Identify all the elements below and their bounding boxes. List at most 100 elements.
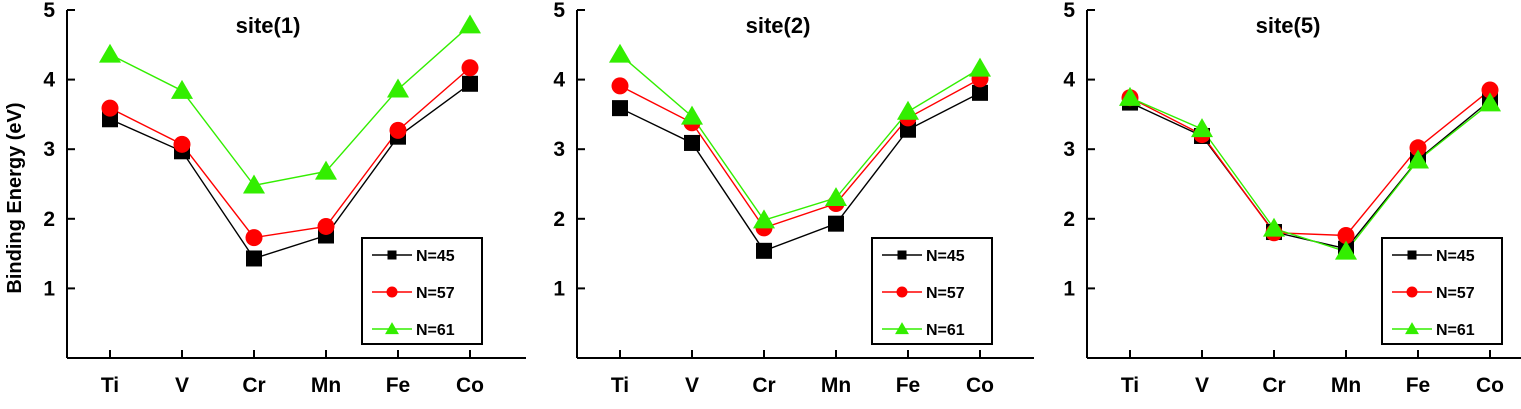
legend: N=45 N=57 N=61 <box>871 237 993 345</box>
legend-marker <box>895 322 909 335</box>
chart-panel-1: 1 2 3 4 5 Ti V Cr Mn Fe Co site(1) Binding Energy (e… <box>4 0 526 397</box>
data-point-n=45-co <box>972 84 988 101</box>
legend-label: N=57 <box>1436 285 1475 302</box>
legend-marker <box>896 286 908 298</box>
y-tick-label: 3 <box>553 138 565 161</box>
data-point-n=45-cr <box>756 242 772 259</box>
legend-label: N=61 <box>416 322 455 339</box>
data-point-n=61-ti <box>1118 86 1142 106</box>
series-line-n=57 <box>109 67 471 239</box>
data-point-n=45-mn <box>828 215 844 232</box>
data-point-n=61-v <box>1190 118 1214 138</box>
y-tick-label: 2 <box>553 208 565 231</box>
y-tick-label: 3 <box>43 138 55 161</box>
x-tick-label-co: Co <box>456 374 484 397</box>
data-point-n=57-co <box>461 59 479 77</box>
legend-label: N=45 <box>1436 248 1475 265</box>
y-tick-label: 3 <box>1063 138 1075 161</box>
series-line-n=57 <box>619 78 981 229</box>
legend-marker <box>897 250 907 260</box>
data-point-n=61-fe <box>896 100 920 120</box>
data-point-n=57-fe <box>389 121 407 139</box>
x-tick-label-co: Co <box>966 374 994 397</box>
series-line-n=61 <box>619 54 981 222</box>
legend-label: N=57 <box>416 285 455 302</box>
legend-marker <box>1406 286 1418 298</box>
data-point-n=61-fe <box>1406 149 1430 169</box>
data-point-n=45-co <box>462 75 478 92</box>
y-tick-label: 1 <box>1063 277 1075 300</box>
legend-marker <box>1405 322 1419 335</box>
y-tick-label: 4 <box>1063 69 1075 92</box>
data-point-n=57-mn <box>317 217 335 235</box>
x-tick-label-co: Co <box>1476 374 1504 397</box>
y-tick-label: 5 <box>1063 0 1075 22</box>
legend-marker <box>385 322 399 335</box>
data-point-n=45-cr <box>246 250 262 267</box>
series-line-n=45 <box>1129 99 1491 250</box>
y-tick-label: 2 <box>1063 208 1075 231</box>
y-tick-label: 1 <box>43 277 55 300</box>
data-point-n=61-co <box>458 14 482 34</box>
data-point-n=61-co <box>1478 92 1502 112</box>
data-point-n=57-v <box>173 135 191 153</box>
chart-title: site(2) <box>746 13 811 38</box>
legend-label: N=61 <box>926 322 965 339</box>
data-point-n=61-cr <box>752 209 776 229</box>
data-point-n=57-cr <box>245 229 263 247</box>
series-line-n=61 <box>109 24 471 187</box>
data-point-n=61-ti <box>98 43 122 63</box>
legend-label: N=57 <box>926 285 965 302</box>
data-point-n=57-fe <box>1409 139 1427 157</box>
data-point-n=61-cr <box>1262 217 1286 237</box>
x-tick-label-fe: Fe <box>896 374 921 397</box>
chart-panel-3: 1 2 3 4 5 Ti V Cr Mn Fe Co site(5) N=45 N=57 N=61 <box>1063 0 1521 397</box>
data-point-n=45-v <box>684 134 700 151</box>
y-tick-label: 5 <box>43 0 55 22</box>
x-tick-label-mn: Mn <box>821 374 851 397</box>
data-point-n=57-ti <box>101 99 119 117</box>
x-tick-label-cr: Cr <box>752 374 775 397</box>
x-tick-label-ti: Ti <box>1121 374 1139 397</box>
chart-panel-2: 1 2 3 4 5 Ti V Cr Mn Fe Co site(2) N=45 N=57 N=61 <box>553 0 1034 397</box>
data-point-n=57-co <box>1481 81 1499 99</box>
x-tick-label-v: V <box>175 374 189 397</box>
x-tick-label-ti: Ti <box>611 374 629 397</box>
data-point-n=61-mn <box>314 160 338 180</box>
data-point-n=61-mn <box>824 187 848 207</box>
y-tick-label: 2 <box>43 208 55 231</box>
y-tick-label: 1 <box>553 277 565 300</box>
x-tick-label-cr: Cr <box>242 374 265 397</box>
data-point-n=57-mn <box>1337 227 1355 245</box>
series-line-n=61 <box>1129 97 1491 253</box>
y-axis-label: Binding Energy (eV) <box>4 102 26 293</box>
legend-marker <box>387 250 397 260</box>
data-point-n=45-fe <box>900 121 916 138</box>
chart-title: site(1) <box>236 13 301 38</box>
x-tick-label-mn: Mn <box>311 374 341 397</box>
data-point-n=61-ti <box>608 43 632 63</box>
data-point-n=61-fe <box>386 78 410 98</box>
y-tick-label: 5 <box>553 0 565 22</box>
data-point-n=61-v <box>680 105 704 125</box>
chart-title: site(5) <box>1256 13 1321 38</box>
legend-label: N=61 <box>1436 322 1475 339</box>
y-tick-label: 4 <box>553 69 565 92</box>
series-line-n=45 <box>109 83 471 260</box>
series-line-n=57 <box>1129 89 1491 237</box>
legend: N=45 N=57 N=61 <box>361 237 483 345</box>
series-line-n=45 <box>619 92 981 252</box>
legend-marker <box>1407 250 1417 260</box>
data-point-n=61-co <box>968 57 992 77</box>
y-tick-label: 4 <box>43 69 55 92</box>
legend-label: N=45 <box>416 248 455 265</box>
legend: N=45 N=57 N=61 <box>1381 237 1503 345</box>
data-point-n=45-ti <box>612 100 628 117</box>
x-tick-label-mn: Mn <box>1331 374 1361 397</box>
x-tick-label-v: V <box>1195 374 1209 397</box>
x-tick-label-cr: Cr <box>1262 374 1285 397</box>
x-tick-label-fe: Fe <box>386 374 411 397</box>
x-tick-label-fe: Fe <box>1406 374 1431 397</box>
data-point-n=61-cr <box>242 174 266 194</box>
